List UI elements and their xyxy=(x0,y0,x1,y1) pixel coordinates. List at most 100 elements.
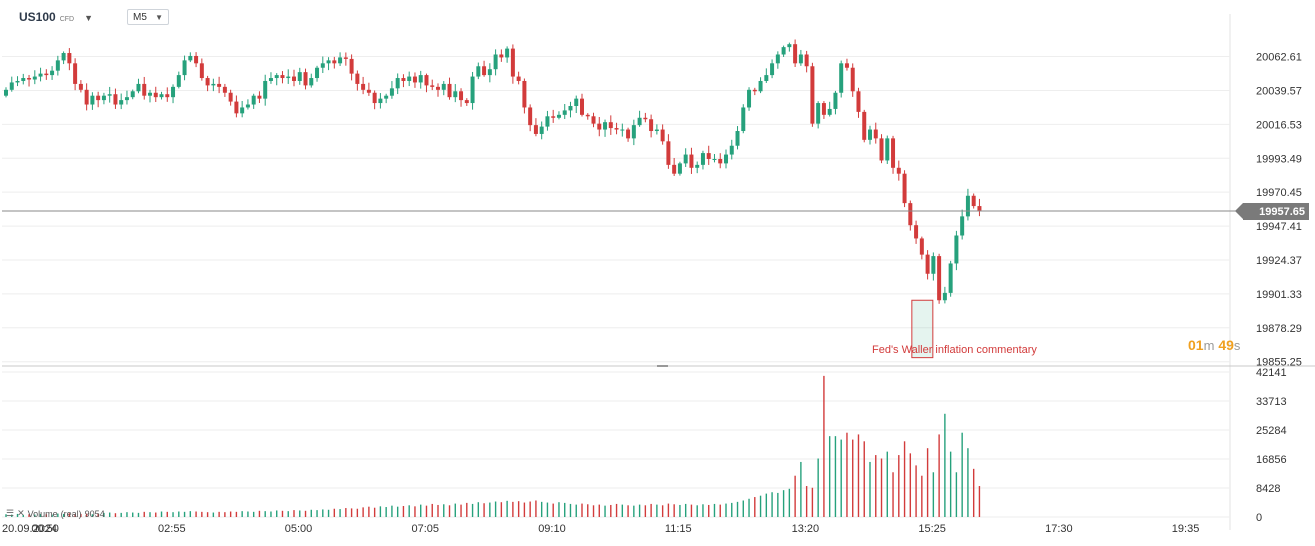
candle-body xyxy=(44,73,49,76)
price-tick-label: 19878.29 xyxy=(1256,323,1302,335)
candle-body xyxy=(908,203,913,226)
candle-body xyxy=(850,67,855,92)
candle-body xyxy=(176,75,181,87)
volume-legend[interactable]: ☰ ✕ Volume (real) 9054 xyxy=(6,508,105,519)
candle-body xyxy=(101,95,106,101)
candle-body xyxy=(61,53,66,61)
candle-body xyxy=(666,141,671,165)
volume-tick-label: 33713 xyxy=(1256,396,1287,408)
candle-body xyxy=(522,80,527,108)
candle-body xyxy=(27,78,32,80)
candle-body xyxy=(251,95,256,105)
candle-body xyxy=(263,80,268,99)
candle-body xyxy=(654,129,659,132)
candle-body xyxy=(389,88,394,96)
chevron-down-icon: ▼ xyxy=(84,13,94,23)
price-tick-label: 19993.49 xyxy=(1256,153,1302,165)
candle-body xyxy=(372,92,377,104)
candle-body xyxy=(764,75,769,81)
time-tick-label: 19:35 xyxy=(1172,523,1200,535)
candle-body xyxy=(551,116,556,118)
candle-body xyxy=(839,63,844,93)
timer-minutes: 01 xyxy=(1188,337,1204,353)
candle-body xyxy=(78,83,83,90)
candle-body xyxy=(493,54,498,70)
candle-body xyxy=(217,83,222,87)
candle-body xyxy=(142,83,147,96)
candle-body xyxy=(257,95,262,99)
candle-body xyxy=(418,75,423,83)
timeframe-value: M5 xyxy=(133,11,147,23)
candle-body xyxy=(614,128,619,130)
candle-body xyxy=(55,60,60,71)
candle-body xyxy=(487,69,492,76)
candle-body xyxy=(971,195,976,207)
volume-tick-label: 0 xyxy=(1256,512,1262,524)
annotation-box xyxy=(911,299,934,359)
candle-body xyxy=(620,129,625,131)
time-tick-label: 05:00 xyxy=(285,523,313,535)
candle-body xyxy=(672,164,677,174)
candle-body xyxy=(683,154,688,164)
settings-icon[interactable]: ☰ xyxy=(6,508,15,518)
volume-legend-mode: (real) xyxy=(60,508,82,519)
candle-body xyxy=(482,66,487,76)
candle-body xyxy=(326,60,331,64)
candle-body xyxy=(32,76,37,80)
price-tick-label: 20039.57 xyxy=(1256,85,1302,97)
candle-body xyxy=(412,76,417,83)
timeframe-select[interactable]: M5 ▼ xyxy=(127,9,169,25)
candle-body xyxy=(856,91,861,112)
symbol-selector[interactable]: US100 CFD ▼ xyxy=(19,10,93,24)
candle-body xyxy=(954,235,959,264)
volume-legend-value: 9054 xyxy=(84,508,105,519)
price-tick-label: 20016.53 xyxy=(1256,119,1302,131)
candle-body xyxy=(366,89,371,93)
candle-body xyxy=(729,145,734,155)
candle-body xyxy=(228,92,233,102)
candle-body xyxy=(585,114,590,117)
candle-body xyxy=(165,94,170,98)
candle-body xyxy=(245,104,250,108)
candle-body xyxy=(528,107,533,126)
candle-body xyxy=(631,125,636,139)
candle-body xyxy=(107,94,112,96)
time-tick-label: 13:20 xyxy=(792,523,820,535)
candle-body xyxy=(447,83,452,98)
candle-body xyxy=(747,89,752,108)
candle-body xyxy=(948,263,953,293)
candle-body xyxy=(942,292,947,301)
candle-body xyxy=(90,95,95,105)
candle-body xyxy=(464,100,469,104)
candle-body xyxy=(597,123,602,130)
price-tick-label: 19970.45 xyxy=(1256,187,1302,199)
symbol-name: US100 xyxy=(19,10,56,24)
candle-body xyxy=(130,91,135,98)
candle-body xyxy=(879,138,884,161)
candle-body xyxy=(199,63,204,79)
candle-body xyxy=(424,75,429,86)
candle-body xyxy=(752,89,757,92)
candle-body xyxy=(902,173,907,204)
candle-body xyxy=(159,94,164,98)
time-tick-label: 20.09.2024 xyxy=(2,523,57,535)
candle-body xyxy=(453,91,458,98)
candle-body xyxy=(499,54,504,58)
candle-body xyxy=(84,89,89,105)
candle-body xyxy=(816,103,821,124)
chevron-down-icon: ▼ xyxy=(155,12,163,22)
time-tick-label: 17:30 xyxy=(1045,523,1073,535)
close-icon[interactable]: ✕ xyxy=(17,508,25,518)
candle-body xyxy=(603,122,608,130)
candle-body xyxy=(977,206,982,211)
candle-body xyxy=(136,83,141,92)
candle-body xyxy=(637,117,642,126)
candle-body xyxy=(510,48,515,77)
candle-body xyxy=(476,66,481,77)
candle-body xyxy=(862,111,867,140)
candle-body xyxy=(38,73,43,77)
candle-body xyxy=(937,256,942,301)
candle-body xyxy=(556,114,561,118)
